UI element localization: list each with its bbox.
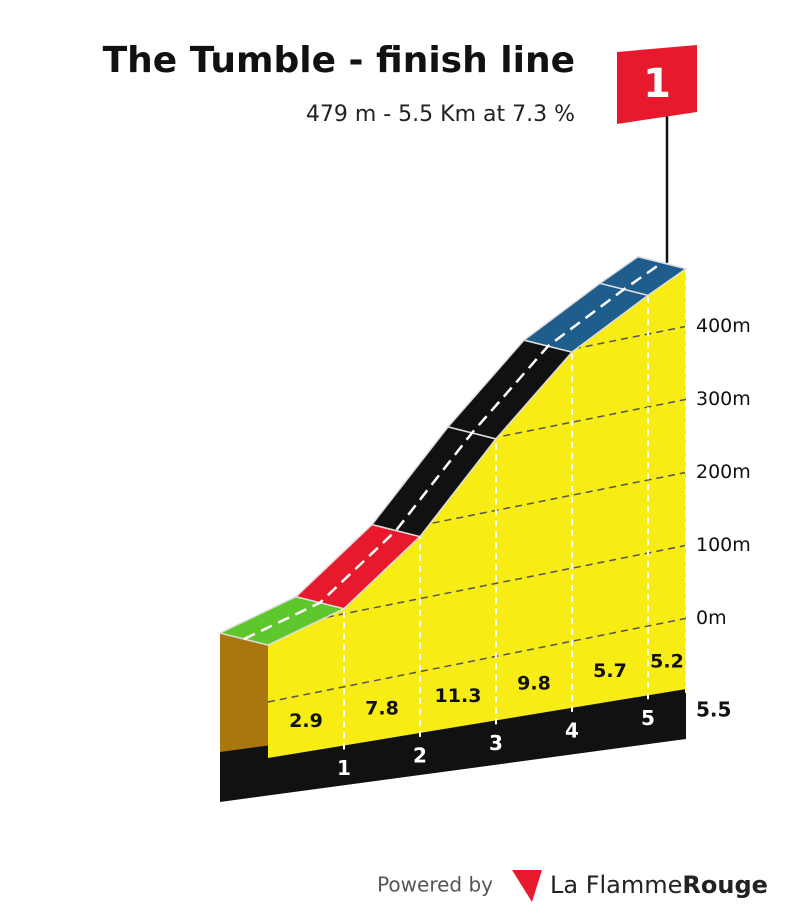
gradient-label: 9.8	[517, 673, 551, 695]
chart-subtitle: 479 m - 5.5 Km at 7.3 %	[306, 102, 575, 127]
profile-area	[268, 268, 686, 758]
gradient-label: 5.7	[593, 660, 627, 682]
road-centerline	[243, 261, 663, 641]
road-segment	[598, 255, 688, 297]
flag	[617, 45, 697, 124]
y-tick-label: 0m	[696, 607, 727, 629]
brand: La FlammeRouge	[550, 871, 768, 899]
x-tick-label: 2	[413, 743, 427, 767]
brand-light: La Flamme	[550, 871, 682, 899]
flag-label: 1	[643, 61, 671, 107]
powered-by: Powered by	[377, 873, 493, 897]
gradient-label: 5.2	[650, 651, 684, 673]
side-face	[220, 633, 268, 758]
x-tick-label: 3	[489, 731, 503, 755]
y-tick-label: 400m	[696, 315, 751, 337]
gradient-label: 11.3	[435, 685, 482, 707]
x-tick-label: 5.5	[696, 698, 731, 722]
logo	[512, 870, 542, 902]
gradient-label: 2.9	[289, 710, 323, 732]
chart-title: The Tumble - finish line	[103, 40, 575, 81]
brand-bold: Rouge	[682, 871, 768, 899]
y-tick-label: 200m	[696, 461, 751, 483]
x-tick-label: 5	[641, 706, 655, 730]
gradient-label: 7.8	[365, 698, 399, 720]
y-tick-label: 100m	[696, 534, 751, 556]
base-band	[220, 689, 686, 802]
y-tick-label: 300m	[696, 388, 751, 410]
x-tick-label: 4	[565, 718, 579, 742]
footer: Powered by La FlammeRouge	[377, 870, 768, 902]
x-tick-label: 1	[337, 756, 351, 780]
